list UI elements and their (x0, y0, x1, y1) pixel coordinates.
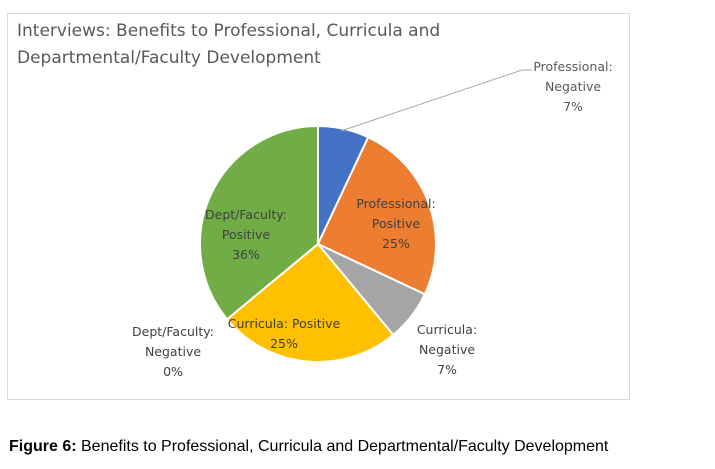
data-label-line: Negative (144, 344, 202, 359)
data-label-line: Positive (371, 216, 421, 231)
pie-slice-curricula-positive (225, 242, 395, 363)
data-label-line: 0% (163, 364, 183, 379)
data-label: Dept/Faculty: Positive 36% (200, 205, 292, 265)
caption-text: Benefits to Professional, Curricula and … (76, 438, 609, 455)
data-label-line: Dept/Faculty: (132, 324, 214, 339)
data-label-line: Negative (544, 79, 602, 94)
pie-slice-dept-faculty-positive (199, 124, 319, 321)
data-label-line: Professional: (356, 196, 436, 211)
data-label-line: 25% (382, 236, 410, 251)
data-label: Professional: Negative 7% (518, 57, 628, 117)
data-label: Professional: Positive 25% (341, 194, 451, 254)
data-label: Curricula: Negative 7% (404, 320, 490, 380)
chart-title: Interviews: Benefits to Professional, Cu… (17, 21, 441, 68)
data-label-line: Dept/Faculty: (205, 207, 287, 222)
data-label-line: Curricula: Positive (227, 316, 341, 331)
data-label: Dept/Faculty: Negative 0% (120, 322, 226, 382)
figure-caption: Figure 6: Benefits to Professional, Curr… (9, 438, 608, 456)
data-label-line: Positive (221, 227, 271, 242)
data-label-line: Negative (418, 342, 476, 357)
pie-slice-professional-positive (316, 135, 437, 296)
caption-prefix: Figure 6: (9, 438, 77, 455)
data-label-line: Professional: (533, 59, 613, 74)
data-label-line: 7% (437, 362, 457, 377)
data-label-line: Curricula: (416, 322, 478, 337)
data-label: Curricula: Positive 25% (222, 314, 346, 354)
leader-line (340, 69, 532, 132)
data-label-line: 7% (563, 99, 583, 114)
data-label-line: 25% (270, 336, 298, 351)
data-label-line: 36% (232, 247, 260, 262)
